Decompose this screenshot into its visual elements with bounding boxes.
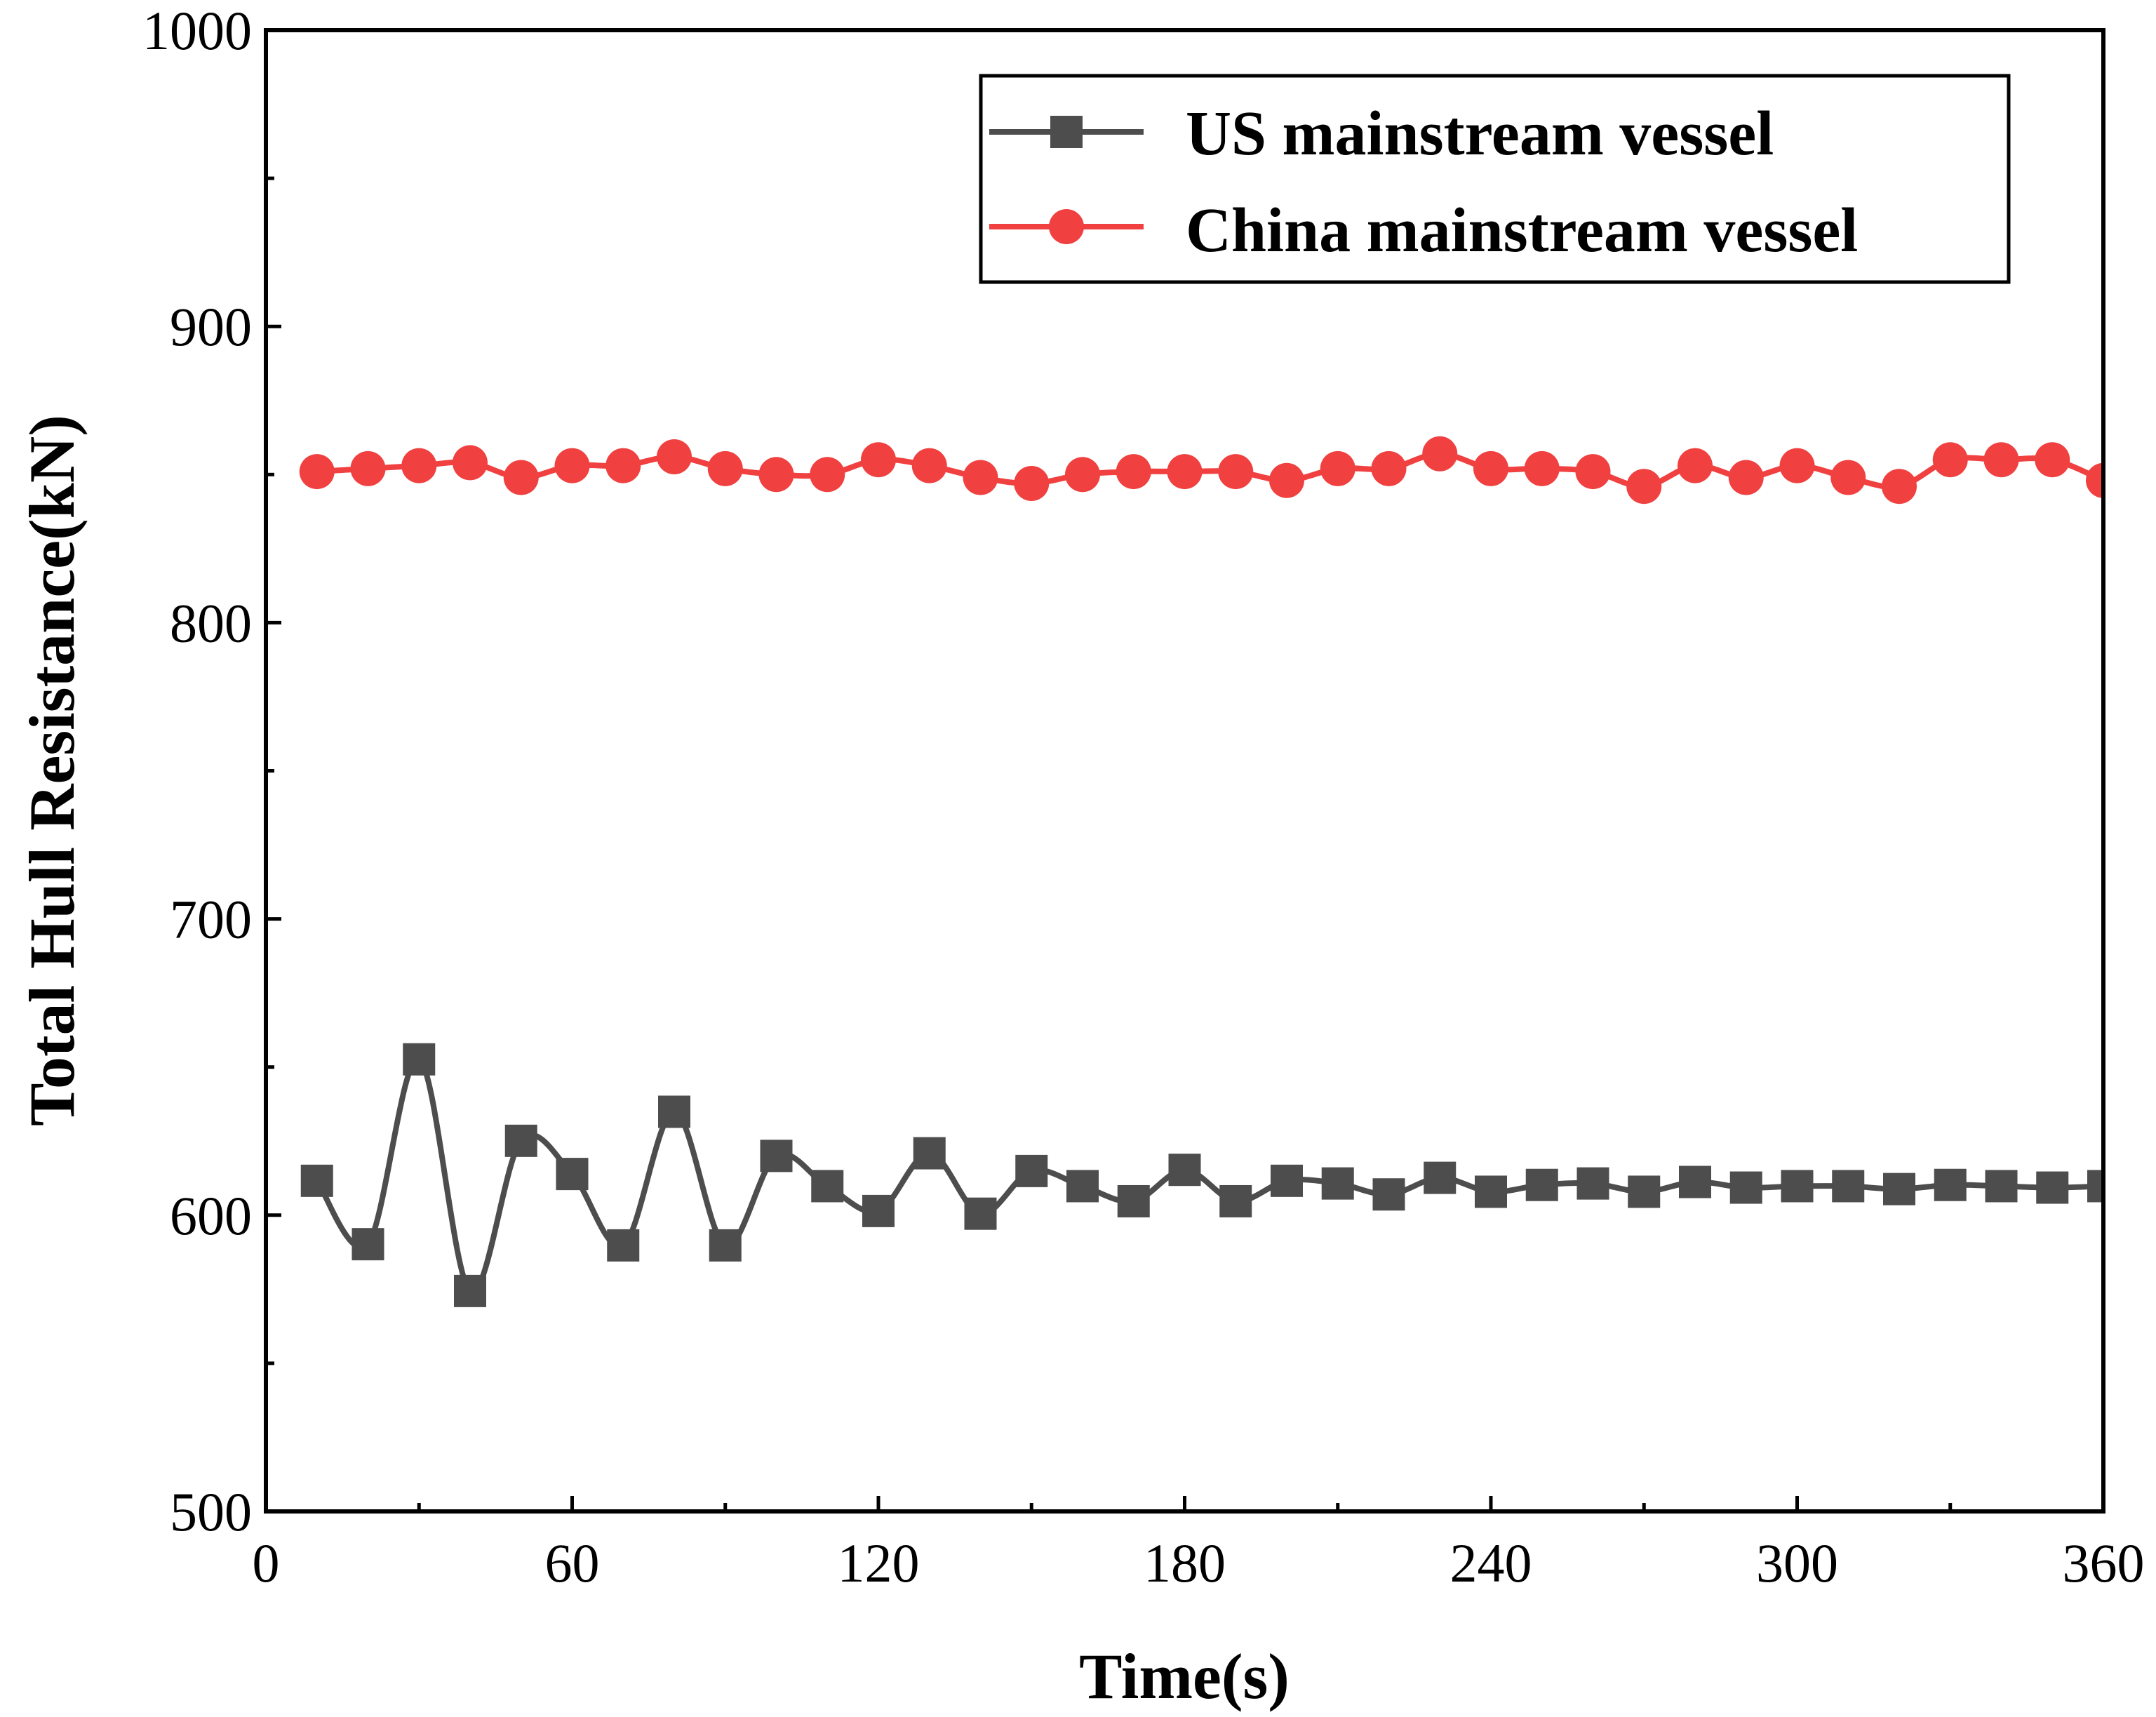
data-point-circle xyxy=(963,460,998,495)
legend-box xyxy=(979,74,2011,284)
data-point-circle xyxy=(1167,454,1203,490)
data-point-square xyxy=(1219,1184,1252,1217)
data-point-square xyxy=(300,1164,333,1197)
x-tick-label: 120 xyxy=(838,1532,920,1594)
data-point-square xyxy=(964,1197,997,1230)
data-point-square xyxy=(1576,1167,1609,1200)
data-point-circle xyxy=(861,442,896,478)
legend-label-china: China mainstream vessel xyxy=(1186,196,1858,265)
data-point-circle xyxy=(911,448,947,483)
data-point-square xyxy=(709,1229,742,1262)
data-point-circle xyxy=(1218,454,1254,490)
data-point-circle xyxy=(1678,448,1713,483)
x-tick-label: 60 xyxy=(545,1532,600,1594)
data-point-square xyxy=(1985,1170,2018,1203)
data-point-circle xyxy=(1014,465,1050,501)
legend-marker-circle xyxy=(1049,209,1084,244)
x-tick-label: 300 xyxy=(1756,1532,1838,1594)
data-point-square xyxy=(607,1229,640,1262)
data-point-circle xyxy=(1269,462,1304,498)
data-point-square xyxy=(1168,1154,1201,1187)
data-point-circle xyxy=(1728,460,1764,495)
data-point-square xyxy=(1424,1161,1457,1194)
data-point-circle xyxy=(1626,469,1662,505)
x-tick-label: 360 xyxy=(2063,1532,2145,1594)
y-axis-title: Total Hull Resistance(kN) xyxy=(16,415,88,1126)
data-point-square xyxy=(1015,1154,1048,1187)
data-point-circle xyxy=(605,448,641,483)
legend-marker-square xyxy=(1050,116,1083,148)
data-point-circle xyxy=(401,448,437,483)
data-point-square xyxy=(862,1194,895,1227)
data-point-circle xyxy=(1065,457,1100,493)
data-point-square xyxy=(1321,1167,1354,1200)
data-point-square xyxy=(2036,1171,2069,1204)
data-point-square xyxy=(556,1158,589,1191)
data-point-square xyxy=(454,1274,486,1307)
series-0 xyxy=(300,1043,2103,1307)
y-tick-label: 900 xyxy=(170,296,252,357)
data-point-square xyxy=(1628,1175,1661,1208)
data-point-circle xyxy=(1116,454,1151,490)
data-point-circle xyxy=(1422,436,1458,472)
data-point-circle xyxy=(1830,460,1866,495)
y-tick-label: 700 xyxy=(170,889,252,950)
data-point-circle xyxy=(1932,442,1968,478)
data-point-square xyxy=(351,1228,384,1261)
data-point-square xyxy=(2087,1170,2103,1203)
data-point-circle xyxy=(299,454,335,490)
data-point-square xyxy=(811,1170,844,1203)
data-point-circle xyxy=(707,450,743,486)
data-point-circle xyxy=(657,439,692,474)
data-point-square xyxy=(760,1140,793,1172)
data-point-square xyxy=(1271,1164,1303,1197)
data-point-circle xyxy=(810,457,845,493)
x-tick-label: 240 xyxy=(1450,1532,1532,1594)
data-point-circle xyxy=(1575,454,1611,490)
data-point-square xyxy=(913,1137,946,1170)
data-point-square xyxy=(403,1043,436,1076)
data-point-square xyxy=(1679,1165,1711,1198)
data-point-circle xyxy=(1371,450,1407,486)
data-point-square xyxy=(1883,1172,1915,1205)
legend: US mainstream vessel China mainstream ve… xyxy=(979,74,2011,284)
data-point-circle xyxy=(554,448,590,483)
y-tick-label: 600 xyxy=(170,1185,252,1246)
x-tick-label: 180 xyxy=(1144,1532,1226,1594)
series-layer xyxy=(299,436,2103,1307)
y-tick-label: 1000 xyxy=(142,0,252,61)
data-point-circle xyxy=(2035,442,2070,478)
data-point-square xyxy=(1372,1178,1405,1211)
data-point-circle xyxy=(1983,442,2019,478)
legend-label-us: US mainstream vessel xyxy=(1186,99,1774,168)
y-tick-label: 800 xyxy=(170,592,252,653)
series-1 xyxy=(299,436,2103,505)
axis-ticks: 0 60 120 180 240 300 360 500 600 700 800 900 1000 xyxy=(142,0,2145,1594)
data-point-circle xyxy=(453,445,488,481)
data-point-circle xyxy=(503,460,539,495)
data-point-square xyxy=(1781,1170,1814,1203)
data-point-square xyxy=(1934,1168,1967,1201)
y-tick-label: 500 xyxy=(170,1481,252,1542)
data-point-square xyxy=(1475,1175,1507,1208)
data-point-circle xyxy=(1524,450,1560,486)
data-point-square xyxy=(1525,1168,1558,1201)
data-point-circle xyxy=(758,457,794,493)
data-point-circle xyxy=(1473,450,1508,486)
data-point-square xyxy=(1066,1170,1099,1203)
data-point-circle xyxy=(1779,448,1815,483)
data-point-circle xyxy=(1320,450,1355,486)
x-tick-label: 0 xyxy=(253,1532,280,1594)
data-point-circle xyxy=(1882,469,1917,505)
data-point-circle xyxy=(350,450,386,486)
data-point-square xyxy=(1117,1184,1150,1217)
data-point-square xyxy=(504,1124,537,1157)
data-point-circle xyxy=(2086,462,2103,498)
x-axis-title: Time(s) xyxy=(1079,1641,1290,1712)
data-point-square xyxy=(1729,1171,1762,1204)
data-point-square xyxy=(658,1095,690,1128)
data-point-square xyxy=(1832,1170,1865,1203)
